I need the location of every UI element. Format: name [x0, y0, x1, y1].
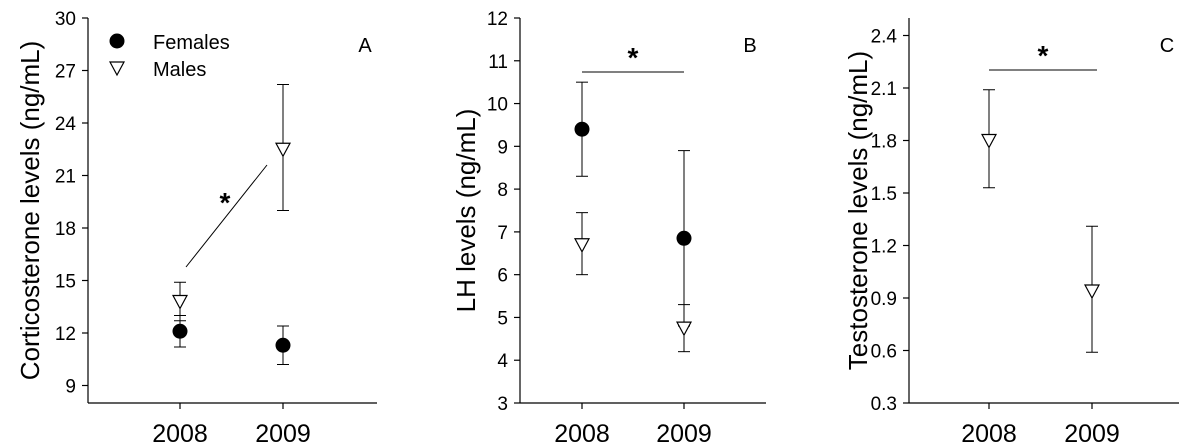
x-tick-label: 2009 [656, 420, 712, 447]
x-tick-label: 2008 [554, 420, 610, 447]
y-tick-label: 11 [488, 52, 508, 73]
significance-star: * [628, 42, 639, 73]
y-tick-label: 0.6 [871, 342, 897, 363]
y-tick-label: 12 [55, 324, 76, 345]
panel-letter: C [1160, 35, 1174, 57]
y-tick-label: 0.3 [871, 394, 897, 415]
panel-letter: B [743, 35, 756, 57]
y-tick-label: 12 [487, 9, 508, 30]
y-tick-label: 1.2 [871, 237, 897, 258]
y-tick-label: 6 [497, 266, 508, 287]
y-tick-label: 8 [497, 180, 508, 201]
y-tick-label: 1.8 [871, 132, 897, 153]
y-tick-label: 18 [55, 219, 76, 240]
y-tick-label: 24 [55, 114, 77, 135]
y-tick-label: 5 [497, 308, 508, 329]
y-tick-label: 2.4 [871, 27, 898, 48]
y-tick-label: 7 [497, 223, 508, 244]
x-tick-label: 2009 [255, 420, 311, 447]
significance-star: * [1038, 40, 1049, 71]
y-tick-label: 1.5 [871, 184, 897, 205]
chart-panel-a: 9 12 15 18 21 24 27 30 2008 2009 Corticosterone le… [15, 9, 377, 447]
data-point [275, 337, 291, 353]
y-tick-label: 9 [497, 137, 508, 158]
chart-panel-c: 0.3 0.6 0.9 1.2 1.5 1.8 2.1 2.4 2008 2009 Testoste… [843, 18, 1179, 447]
data-point [274, 142, 292, 158]
legend-marker [108, 61, 126, 77]
data-point [675, 321, 693, 337]
data-point [573, 238, 591, 253]
y-tick-label: 3 [497, 394, 508, 415]
y-tick-label: 21 [55, 167, 76, 188]
y-tick-label: 15 [55, 272, 76, 293]
significance-line [185, 164, 268, 268]
significance-star: * [220, 187, 231, 218]
y-axis-label: Testosterone levels (ng/mL) [843, 51, 873, 370]
y-tick-label: 27 [55, 62, 76, 83]
y-tick-label: 4 [497, 351, 508, 372]
legend: Females Males [108, 32, 230, 81]
y-tick-label: 10 [487, 95, 508, 116]
panel-letter: A [358, 35, 372, 57]
chart-panel-b: 3 4 5 6 7 8 9 10 11 12 2008 2009 LH levels (ng/mL) B * [451, 9, 766, 447]
legend-label: Females [153, 32, 230, 54]
y-axis-label: Corticosterone levels (ng/mL) [15, 41, 45, 381]
x-tick-label: 2009 [1064, 420, 1120, 447]
x-tick-label: 2008 [152, 420, 208, 447]
legend-label: Males [153, 59, 206, 81]
data-point [676, 230, 692, 246]
legend-marker [109, 33, 125, 49]
y-axis-label: LH levels (ng/mL) [451, 109, 481, 313]
data-point [574, 121, 590, 137]
x-tick-label: 2008 [961, 420, 1017, 447]
y-tick-label: 30 [55, 9, 76, 30]
data-point [980, 133, 998, 149]
y-tick-label: 0.9 [871, 289, 897, 310]
data-point [1083, 284, 1101, 300]
y-tick-label: 9 [65, 377, 76, 398]
y-tick-label: 2.1 [871, 79, 897, 100]
data-point [171, 294, 189, 310]
data-point [172, 323, 188, 339]
